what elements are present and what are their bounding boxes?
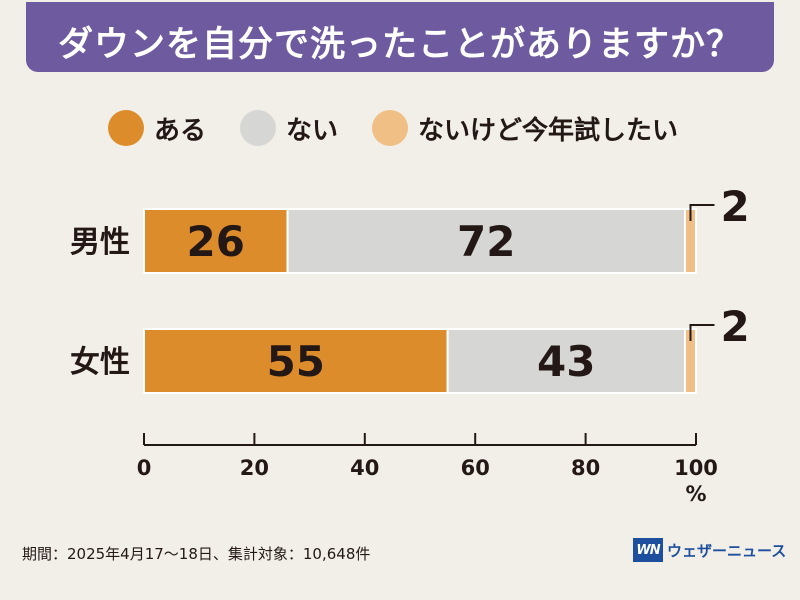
x-tick-label-80: 80: [571, 456, 600, 480]
x-tick-label-60: 60: [461, 456, 490, 480]
bar-male-aru: [143, 208, 289, 274]
data-label-male-aru: 26: [187, 217, 245, 266]
x-tick-label-0: 0: [137, 456, 152, 480]
x-axis-unit: %: [685, 482, 706, 506]
x-tick-label-20: 20: [240, 456, 269, 480]
category-label-male: 男性: [70, 225, 130, 260]
leader-line-female: [689, 324, 715, 341]
legend-swatch-aru: [108, 110, 144, 146]
brand-logo: WN: [633, 538, 663, 562]
data-label-female-nai: 43: [537, 337, 595, 386]
legend-item-nai: ない: [240, 110, 338, 147]
legend: ある ない ないけど今年試したい: [108, 108, 712, 148]
bar-female-nai: [446, 328, 686, 394]
brand: WN ウェザーニュース: [633, 538, 786, 562]
x-tick-label-100: 100: [674, 456, 718, 480]
data-label-male-nai: 72: [457, 217, 515, 266]
data-label-female-aru: 55: [267, 337, 325, 386]
legend-label-try: ないけど今年試したい: [418, 115, 679, 146]
legend-label-nai: ない: [286, 115, 339, 146]
bar-male-nai: [286, 208, 686, 274]
legend-label-aru: ある: [154, 115, 207, 146]
legend-swatch-nai: [240, 110, 277, 146]
leader-line-male: [689, 204, 715, 221]
data-label-male-try: 2: [720, 182, 749, 231]
data-label-female-try: 2: [720, 302, 749, 351]
category-label-female: 女性: [70, 345, 130, 380]
brand-name: ウェザーニュース: [667, 541, 787, 560]
survey-period-note: 期間：2025年4月17〜18日、集計対象：10,648件: [22, 545, 371, 563]
legend-swatch-try: [372, 110, 409, 146]
legend-item-aru: ある: [108, 110, 206, 147]
title-banner: ダウンを自分で洗ったことがありますか？: [26, 2, 774, 72]
legend-item-try: ないけど今年試したい: [372, 110, 678, 147]
chart-title: ダウンを自分で洗ったことがありますか？: [57, 25, 742, 65]
x-tick-label-40: 40: [350, 456, 379, 480]
